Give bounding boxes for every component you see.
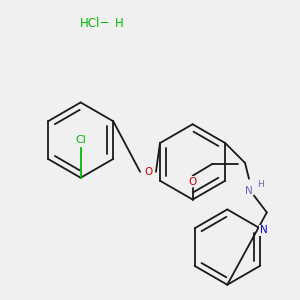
Text: ─: ─ bbox=[100, 17, 107, 30]
Text: O: O bbox=[144, 167, 152, 177]
Text: N: N bbox=[245, 186, 253, 196]
Text: HCl: HCl bbox=[80, 17, 101, 30]
Text: O: O bbox=[188, 177, 197, 187]
Text: H: H bbox=[115, 17, 124, 30]
Text: Cl: Cl bbox=[75, 135, 86, 145]
Text: H: H bbox=[257, 180, 264, 189]
Text: N: N bbox=[260, 225, 268, 235]
